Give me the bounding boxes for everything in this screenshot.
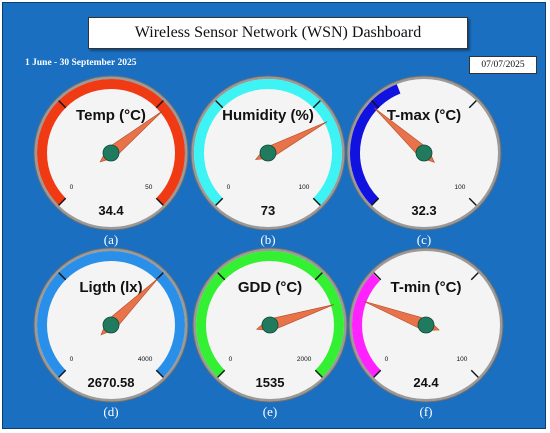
gauge-title: T-max (°C)	[387, 107, 461, 124]
gauge-title: T-min (°C)	[391, 279, 462, 296]
gauge-max-label: 2000	[297, 356, 312, 363]
gauge-tick	[217, 272, 226, 281]
gauge-max-label: 4000	[138, 356, 153, 363]
gauge-title: GDD (°C)	[238, 279, 302, 296]
gauge-title: Temp (°C)	[76, 107, 146, 124]
gauge-title: Humidity (%)	[222, 107, 314, 124]
gauge-3: 100 T-max (°C) 32.3 (c)	[346, 75, 502, 247]
gauge-band	[194, 79, 342, 206]
gauge-max-label: 100	[454, 184, 465, 191]
gauge-tick	[215, 100, 224, 109]
gauge-hub	[417, 316, 435, 334]
gauge-value: 34.4	[98, 203, 124, 218]
gauge-hub	[261, 316, 279, 334]
gauge-caption: (d)	[103, 404, 118, 419]
gauge-tick	[371, 100, 380, 109]
gauge-caption: (c)	[417, 232, 431, 247]
date-range-label: 1 June - 30 September 2025	[25, 58, 137, 68]
gauge-max-label: 100	[456, 356, 467, 363]
gauge-5: 0 2000 GDD (°C) 1535 (e)	[192, 247, 348, 419]
gauge-tick	[58, 197, 67, 206]
current-date-box: 07/07/2025	[469, 56, 537, 74]
gauge-min-label: 0	[227, 184, 231, 191]
dashboard-title: Wireless Sensor Network (WSN) Dashboard	[88, 17, 468, 49]
gauge-band	[350, 84, 401, 206]
gauge-min-label: 0	[229, 356, 233, 363]
gauge-tick	[312, 100, 321, 109]
gauge-value: 32.3	[411, 203, 436, 218]
gauge-value: 24.4	[413, 375, 439, 390]
gauge-hub	[102, 144, 120, 162]
gauge-1: 0 50 Temp (°C) 34.4 (a)	[33, 75, 189, 247]
gauge-value: 73	[261, 203, 275, 218]
gauge-tick	[470, 369, 479, 378]
gauge-tick	[58, 100, 67, 109]
gauge-value: 2670.58	[88, 375, 135, 390]
gauge-tick	[215, 197, 224, 206]
gauge-caption: (a)	[104, 232, 118, 247]
gauge-tick	[312, 197, 321, 206]
gauge-tick	[468, 197, 477, 206]
gauge-tick	[314, 369, 323, 378]
gauge-min-label: 0	[70, 184, 74, 191]
gauge-band	[352, 273, 381, 378]
gauge-tick	[155, 369, 164, 378]
gauge-hub	[259, 144, 277, 162]
gauge-max-label: 50	[145, 184, 153, 191]
gauge-4: 0 4000 Ligth (lx) 2670.58 (d)	[33, 247, 189, 419]
gauge-tick	[373, 272, 382, 281]
gauge-6: 0 100 T-min (°C) 24.4 (f)	[348, 247, 504, 419]
gauge-band	[37, 251, 185, 378]
gauge-max-label: 100	[298, 184, 309, 191]
gauge-tick	[468, 100, 477, 109]
gauge-2: 0 100 Humidity (%) 73 (b)	[190, 75, 346, 247]
gauge-tick	[371, 197, 380, 206]
gauge-tick	[373, 369, 382, 378]
gauge-tick	[217, 369, 226, 378]
gauge-caption: (e)	[263, 404, 277, 419]
gauge-value: 1535	[256, 375, 285, 390]
gauge-min-label: 0	[70, 356, 74, 363]
gauge-min-label: 0	[385, 356, 389, 363]
gauge-caption: (b)	[260, 232, 275, 247]
gauge-tick	[314, 272, 323, 281]
gauge-band	[37, 79, 185, 206]
gauge-caption: (f)	[420, 404, 433, 419]
gauge-hub	[102, 316, 120, 334]
gauge-tick	[58, 369, 67, 378]
gauge-band	[196, 251, 344, 378]
gauge-tick	[470, 272, 479, 281]
gauge-hub	[415, 144, 433, 162]
gauge-tick	[155, 100, 164, 109]
gauge-title: Ligth (lx)	[79, 279, 142, 296]
gauge-tick	[155, 197, 164, 206]
gauge-tick	[58, 272, 67, 281]
